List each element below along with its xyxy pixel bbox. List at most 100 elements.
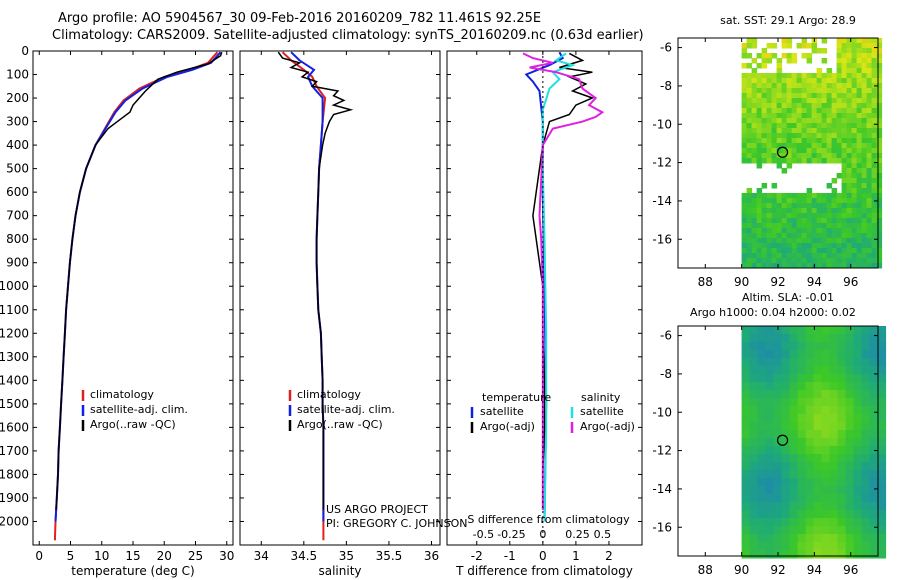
sla-map-cell: [869, 342, 879, 351]
sst-map-cell: [821, 118, 828, 124]
sst-map-cell: [861, 193, 868, 199]
sla-map-cell: [877, 414, 887, 423]
sst-map-cell: [861, 68, 868, 74]
sst-map-cell: [861, 113, 868, 119]
sst-map-cell: [786, 113, 793, 119]
sst-map-cell: [816, 138, 823, 144]
sst-map-cell: [851, 223, 858, 229]
sst-map-cell: [796, 158, 803, 164]
temperature-plot-frame: [32, 50, 234, 546]
sst-map-cell: [836, 133, 843, 139]
depth-tick-label: 400: [6, 138, 29, 152]
sst-map-cell: [876, 263, 883, 269]
sla-map-cell: [853, 374, 863, 383]
sst-map-cell: [861, 78, 868, 84]
sst-map-cell: [766, 138, 773, 144]
sla-map-cell: [773, 534, 783, 543]
sst-map-cell: [766, 208, 773, 214]
sst-map-cell: [741, 258, 748, 264]
sst-map-cell: [756, 253, 763, 259]
sla-map-cell: [813, 422, 823, 431]
sla-map-cell: [821, 518, 831, 527]
sst-map-cell: [806, 208, 813, 214]
sst-map-cell: [806, 103, 813, 109]
sst-map-cell: [786, 158, 793, 164]
sst-map-cell: [826, 193, 833, 199]
sla-map-cell: [805, 478, 815, 487]
sla-map-cell: [869, 414, 879, 423]
sla-map-cell: [765, 454, 775, 463]
sst-map-cell: [756, 118, 763, 124]
sla-map-cell: [877, 470, 887, 479]
sst-map-cell: [846, 143, 853, 149]
sla-map-cell: [741, 414, 751, 423]
difference-xtick-label: 0: [539, 549, 547, 563]
sla-map-cell: [789, 366, 799, 375]
sst-map-cell: [846, 38, 853, 44]
sst-map-cell: [826, 218, 833, 224]
sst-map-cell: [841, 208, 848, 214]
sst-map-cell: [866, 153, 873, 159]
sst-map-cell: [826, 223, 833, 229]
sst-map-cell: [871, 253, 878, 259]
salinity-legend-label: satellite-adj. clim.: [297, 403, 395, 416]
sst-map-cell: [856, 248, 863, 254]
sla-map-cell: [765, 550, 775, 559]
sla-map-cell: [757, 366, 767, 375]
sst-map-cell: [856, 213, 863, 219]
sla-map-cell: [869, 358, 879, 367]
sst-map-cell: [861, 123, 868, 129]
sla-map-cell: [749, 390, 759, 399]
sla-map-cell: [789, 494, 799, 503]
sst-map-cell: [871, 168, 878, 174]
sla-map-cell: [741, 430, 751, 439]
sst-map-cell: [771, 128, 778, 134]
sst-map-cell: [806, 143, 813, 149]
sst-map-cell: [806, 133, 813, 139]
sla-map-cell: [805, 542, 815, 551]
sst-map-cell: [756, 138, 763, 144]
sst-map-cell: [871, 63, 878, 69]
sst-map-cell: [851, 178, 858, 184]
sla-map-cell: [845, 542, 855, 551]
sla-map-cell: [877, 406, 887, 415]
sst-map-cell: [761, 158, 768, 164]
sla-map-cell: [773, 326, 783, 335]
sst-map-cell: [766, 113, 773, 119]
sla-map-cell: [797, 526, 807, 535]
sst-map-cell: [746, 198, 753, 204]
sla-map-cell: [773, 486, 783, 495]
temperature-xtick-label: 15: [125, 549, 140, 563]
sst-map-cell: [831, 118, 838, 124]
sst-map-cell: [866, 138, 873, 144]
sst-map-cell: [876, 203, 883, 209]
sst-map-cell: [866, 248, 873, 254]
sst-map-cell: [771, 133, 778, 139]
sst-map-cell: [856, 253, 863, 259]
sla-map-cell: [845, 462, 855, 471]
sst-map-cell: [841, 88, 848, 94]
sst-map-cell: [796, 98, 803, 104]
sst-map-cell: [851, 158, 858, 164]
sla-map-cell: [757, 438, 767, 447]
sst-map-cell: [851, 138, 858, 144]
sst-map-cell: [741, 153, 748, 159]
sst-map-cell: [826, 183, 833, 189]
sst-map-cell: [761, 248, 768, 254]
sst-map-cell: [851, 128, 858, 134]
sst-map-cell: [811, 103, 818, 109]
sla-map-cell: [765, 326, 775, 335]
sst-map-cell: [751, 143, 758, 149]
sla-map-cell: [765, 374, 775, 383]
sla-map-cell: [877, 526, 887, 535]
sst-map-cell: [741, 253, 748, 259]
sst-map-cell: [851, 198, 858, 204]
sla-map-cell: [813, 526, 823, 535]
sla-map-cell: [757, 550, 767, 559]
sla-map-cell: [877, 430, 887, 439]
sla-map-cell: [797, 430, 807, 439]
sst-map-cell: [761, 143, 768, 149]
sla-map-cell: [789, 462, 799, 471]
sla-map-cell: [781, 398, 791, 407]
sst-map-cell: [776, 123, 783, 129]
